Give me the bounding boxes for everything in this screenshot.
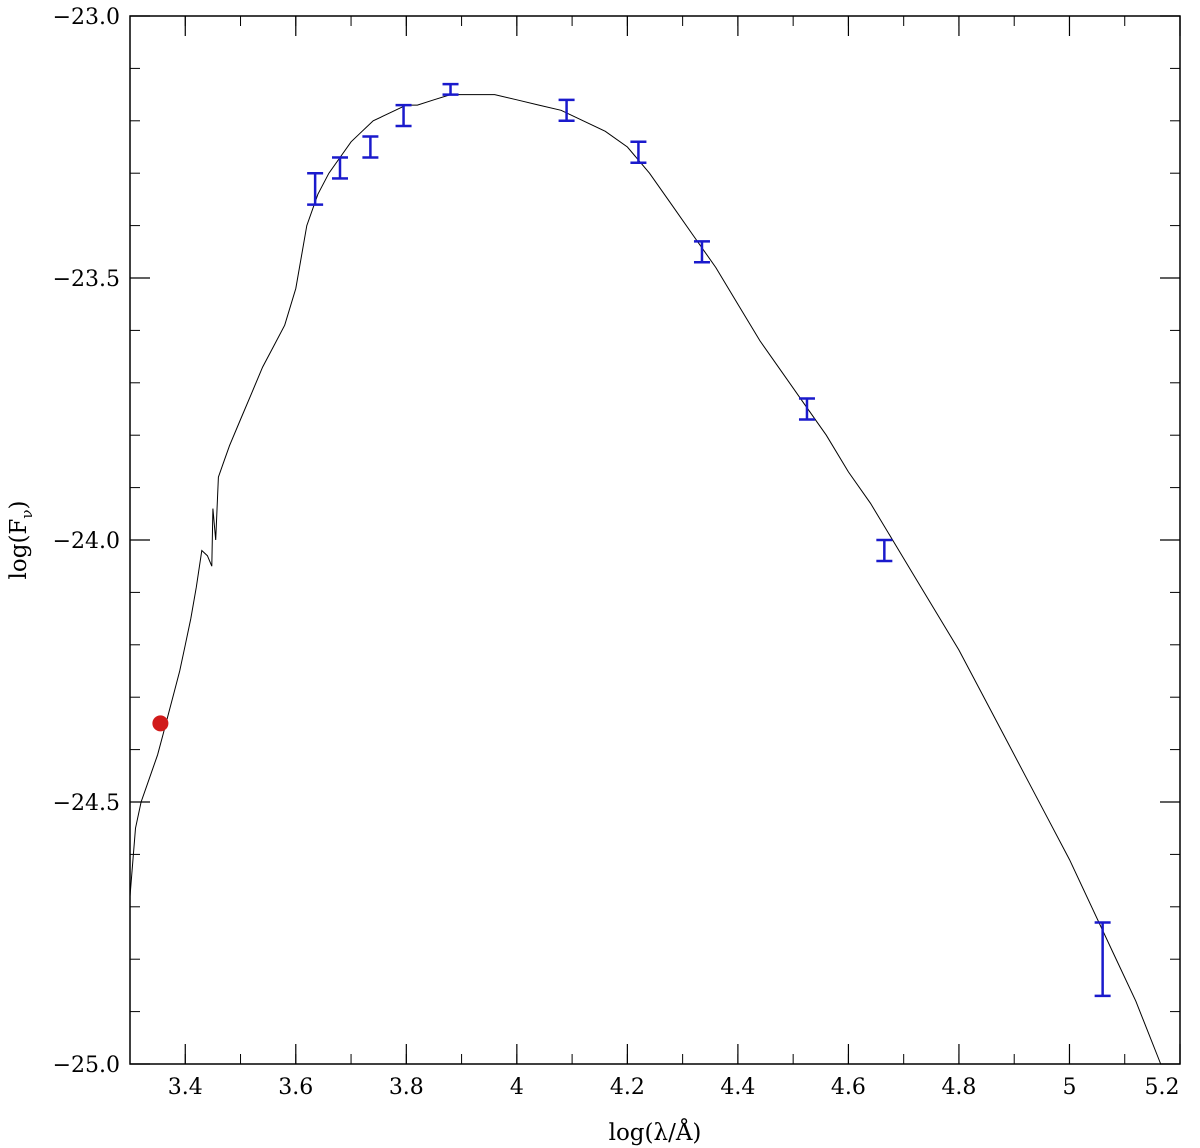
x-tick-labels: 3.4 3.6 3.8 4 4.2 4.4 4.6 4.8 5 5.2 <box>168 1075 1180 1100</box>
photometry-point <box>307 171 324 206</box>
x-tick-label: 4.2 <box>610 1075 645 1100</box>
x-tick-label: 4.8 <box>941 1075 976 1100</box>
photometry-error-bars <box>307 82 1111 998</box>
y-tick-labels: −25.0 −24.5 −24.0 −23.5 −23.0 <box>53 5 120 1078</box>
y-tick-label: −24.5 <box>53 791 120 816</box>
plot-frame <box>129 15 1181 1065</box>
y-axis-title-close: ) <box>6 501 32 510</box>
photometry-point <box>332 156 348 180</box>
y-tick-label: −24.0 <box>53 529 120 554</box>
photometry-point <box>876 538 893 563</box>
y-tick-label: −23.0 <box>53 5 120 30</box>
photometry-point <box>693 240 710 264</box>
y-axis-title-main: log(F <box>6 519 32 580</box>
photometry-point <box>558 98 575 123</box>
x-tick-label: 3.8 <box>389 1075 424 1100</box>
x-tick-label: 4 <box>510 1075 524 1100</box>
photometry-point <box>442 82 459 96</box>
x-tick-label: 4.6 <box>831 1075 866 1100</box>
x-tick-label: 5.2 <box>1145 1075 1180 1100</box>
model-spectrum-line <box>129 94 1162 1065</box>
photometry-point <box>362 135 379 159</box>
x-tick-label: 3.4 <box>168 1075 203 1100</box>
highlight-point <box>152 715 169 732</box>
photometry-point <box>630 140 647 164</box>
photometry-point <box>1094 921 1111 998</box>
y-tick-label: −25.0 <box>53 1053 120 1078</box>
x-axis-title: log(λ/Å) <box>609 1118 702 1146</box>
minor-ticks <box>130 16 1180 1064</box>
photometry-point <box>395 103 412 128</box>
photometry-point <box>798 397 815 421</box>
y-axis-title-sub: ν <box>18 510 36 519</box>
y-tick-label: −23.5 <box>53 267 120 292</box>
y-axis-title: log(Fν) <box>6 501 36 580</box>
x-tick-label: 4.4 <box>720 1075 755 1100</box>
x-tick-label: 3.6 <box>278 1075 313 1100</box>
major-ticks <box>130 15 1181 1065</box>
x-tick-label: 5 <box>1062 1075 1076 1100</box>
